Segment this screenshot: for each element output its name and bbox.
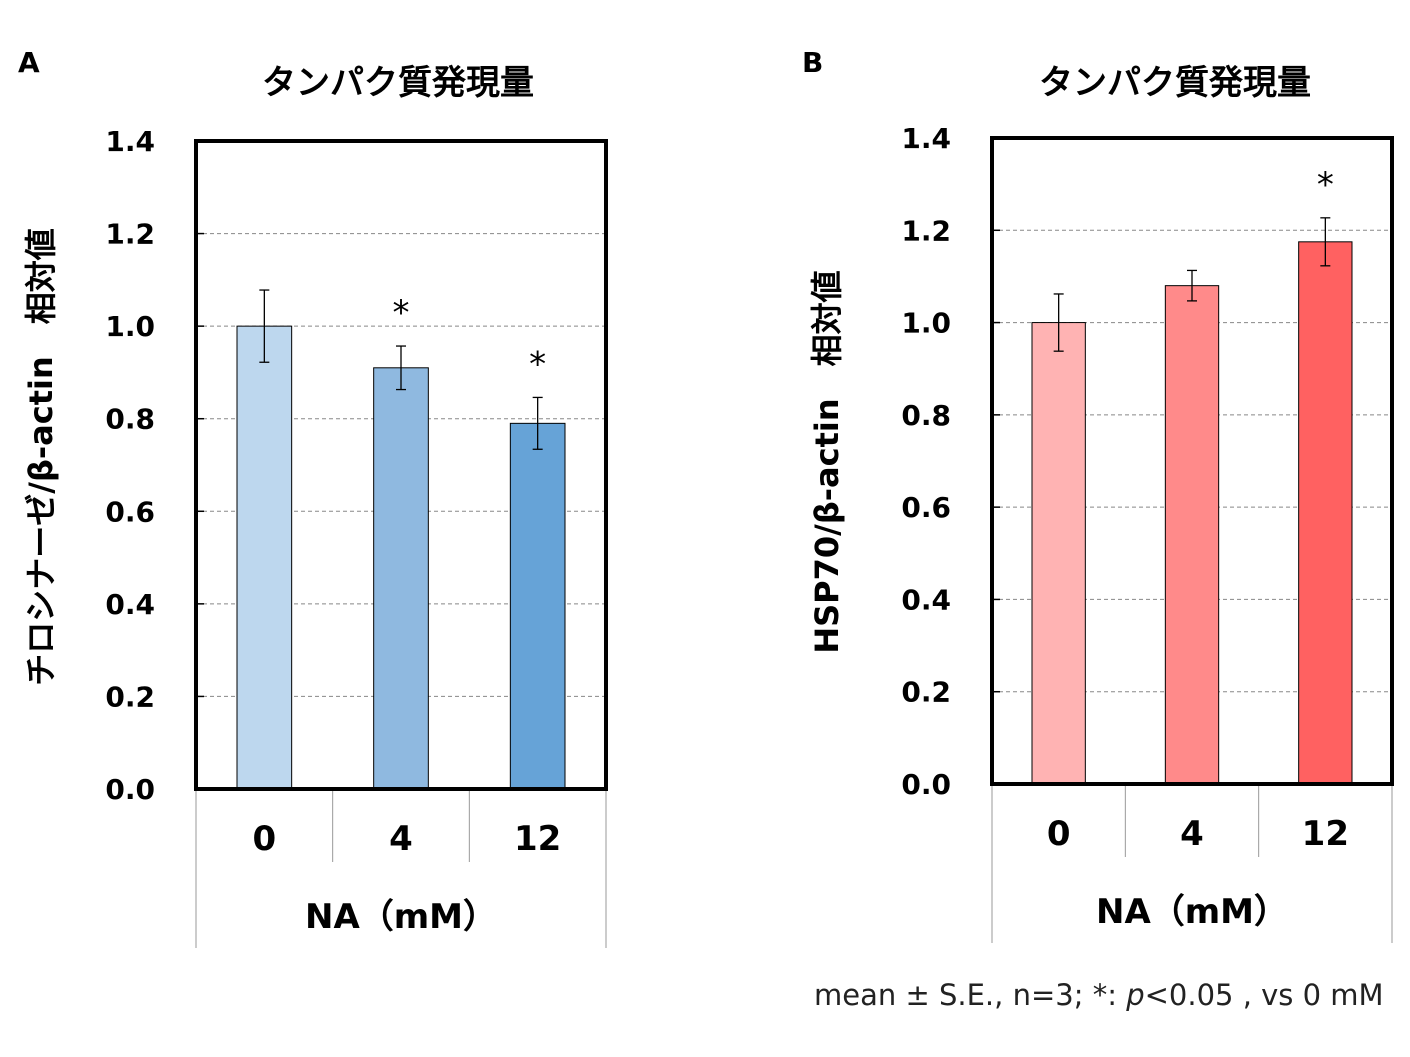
footnote-prefix: mean ± S.E., n=3; *:	[814, 978, 1127, 1012]
x-tick-label: 12	[514, 819, 561, 859]
bar-12	[509, 422, 566, 790]
plot-frame	[990, 136, 1394, 786]
chart-title: タンパク質発現量	[262, 63, 534, 103]
footnote-p: p	[1126, 978, 1145, 1012]
panel-label: A	[18, 46, 40, 79]
chart-title: タンパク質発現量	[1039, 63, 1311, 103]
bar-12	[1298, 241, 1353, 785]
bar-0	[1031, 322, 1086, 785]
y-tick-label: 0.2	[901, 676, 951, 709]
x-tick-label: 4	[389, 819, 413, 859]
y-tick-label: 1.4	[901, 122, 951, 155]
y-tick-label: 1.0	[105, 310, 155, 343]
y-axis-label: チロシナーゼ/β-actin 相対値	[22, 228, 60, 686]
y-tick-label: 0.0	[105, 773, 155, 806]
bar-4	[1164, 285, 1220, 785]
panel-b: B タンパク質発現量 HSP70/β-actin 相対値 0.0 0.2 0.4 0.6 0.…	[802, 46, 1394, 943]
footnote-suffix: <0.05 , vs 0 mM	[1144, 978, 1384, 1012]
y-tick-label: 0.6	[901, 491, 951, 524]
y-axis-label: HSP70/β-actin 相対値	[808, 270, 846, 653]
x-tick-label: 4	[1180, 814, 1204, 854]
x-axis-label: NA（mM）	[305, 897, 497, 937]
x-tick-label: 0	[252, 819, 276, 859]
x-tick-label: 12	[1302, 814, 1349, 854]
y-tick-label: 0.2	[105, 680, 155, 713]
y-tick-label: 1.2	[901, 214, 951, 247]
plot-frame	[194, 139, 608, 791]
x-tick-label: 0	[1047, 814, 1071, 854]
significance-marker: *	[1317, 165, 1334, 205]
bar-0	[236, 325, 293, 790]
y-tick-label: 0.6	[105, 495, 155, 528]
panel-label: B	[802, 46, 823, 79]
x-axis-label: NA（mM）	[1096, 892, 1288, 932]
significance-marker: *	[529, 344, 546, 384]
y-tick-label: 0.4	[105, 588, 155, 621]
y-tick-label: 1.4	[105, 125, 155, 158]
y-tick-label: 0.8	[901, 399, 951, 432]
y-tick-label: 1.2	[105, 218, 155, 251]
y-tick-label: 1.0	[901, 307, 951, 340]
significance-marker: *	[393, 293, 410, 333]
footnote: mean ± S.E., n=3; *: p<0.05 , vs 0 mM	[814, 978, 1384, 1012]
y-tick-label: 0.4	[901, 583, 951, 616]
bar-4	[373, 367, 429, 790]
y-tick-label: 0.8	[105, 403, 155, 436]
y-tick-label: 0.0	[901, 768, 951, 801]
